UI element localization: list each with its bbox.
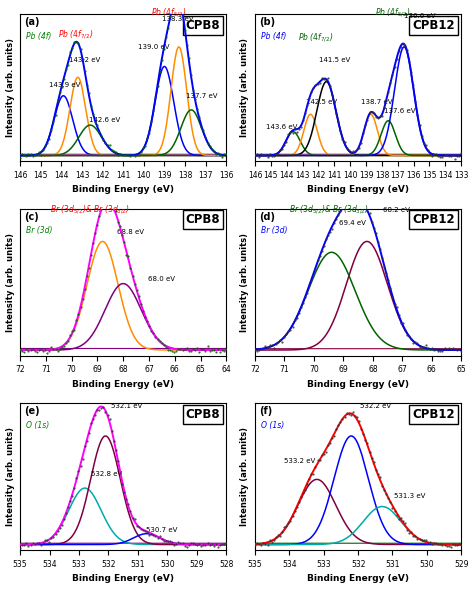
Text: (b): (b): [259, 17, 275, 27]
X-axis label: Binding Energy (eV): Binding Energy (eV): [307, 380, 409, 389]
Text: O (1s): O (1s): [26, 421, 50, 430]
Text: (e): (e): [24, 406, 40, 416]
Text: Pb ($4f_{5/2}$): Pb ($4f_{5/2}$): [151, 6, 186, 19]
Text: CPB8: CPB8: [185, 408, 220, 421]
Text: 68.0 eV: 68.0 eV: [148, 276, 175, 282]
Y-axis label: Intensity (arb. units): Intensity (arb. units): [6, 427, 15, 527]
Text: (a): (a): [24, 17, 40, 27]
Y-axis label: Intensity (arb. units): Intensity (arb. units): [240, 233, 249, 332]
X-axis label: Binding Energy (eV): Binding Energy (eV): [307, 186, 409, 194]
Text: 143.2 eV: 143.2 eV: [69, 57, 100, 63]
Text: 532.2 eV: 532.2 eV: [360, 403, 391, 409]
Text: 531.3 eV: 531.3 eV: [394, 493, 425, 499]
Text: 137.6 eV: 137.6 eV: [383, 108, 415, 114]
Text: CPB8: CPB8: [185, 19, 220, 32]
Text: Br (3d): Br (3d): [26, 227, 53, 236]
X-axis label: Binding Energy (eV): Binding Energy (eV): [72, 186, 174, 194]
Text: 136.6 eV: 136.6 eV: [404, 13, 436, 19]
Text: O (1s): O (1s): [261, 421, 284, 430]
Y-axis label: Intensity (arb. units): Intensity (arb. units): [240, 427, 249, 527]
Text: Br (3d): Br (3d): [261, 227, 288, 236]
Text: 138.7 eV: 138.7 eV: [361, 100, 393, 105]
Text: Pb ($4f_{7/2}$): Pb ($4f_{7/2}$): [58, 28, 93, 41]
Text: (d): (d): [259, 212, 275, 222]
Text: 138.3 eV: 138.3 eV: [162, 16, 193, 22]
Text: Br ($3d_{5/2}$)& Br ($3d_{3/2}$): Br ($3d_{5/2}$)& Br ($3d_{3/2}$): [289, 203, 369, 216]
Text: (f): (f): [259, 406, 273, 416]
Text: CPB12: CPB12: [412, 213, 455, 226]
Text: Pb ($4f_{7/2}$): Pb ($4f_{7/2}$): [298, 31, 333, 44]
Text: 68.8 eV: 68.8 eV: [118, 229, 145, 235]
Text: 532.8 eV: 532.8 eV: [91, 471, 123, 477]
Text: 141.5 eV: 141.5 eV: [319, 57, 350, 63]
Text: (c): (c): [24, 212, 39, 222]
Text: 142.6 eV: 142.6 eV: [89, 117, 120, 123]
Y-axis label: Intensity (arb. units): Intensity (arb. units): [6, 38, 15, 137]
Text: 142.5 eV: 142.5 eV: [306, 100, 337, 105]
Text: 143.6 eV: 143.6 eV: [266, 124, 298, 130]
Text: Pb (4f): Pb (4f): [261, 32, 287, 41]
Text: CPB12: CPB12: [412, 19, 455, 32]
Text: 533.2 eV: 533.2 eV: [284, 458, 315, 464]
X-axis label: Binding Energy (eV): Binding Energy (eV): [72, 380, 174, 389]
X-axis label: Binding Energy (eV): Binding Energy (eV): [72, 574, 174, 584]
Text: Br ($3d_{5/2}$)& Br ($3d_{3/2}$): Br ($3d_{5/2}$)& Br ($3d_{3/2}$): [50, 203, 129, 216]
Text: Pb ($4f_{5/2}$): Pb ($4f_{5/2}$): [375, 6, 410, 19]
Text: CPB8: CPB8: [185, 213, 220, 226]
Text: 69.4 eV: 69.4 eV: [339, 220, 365, 227]
Text: 143.9 eV: 143.9 eV: [49, 82, 81, 88]
Text: 137.7 eV: 137.7 eV: [186, 94, 217, 100]
Text: CPB12: CPB12: [412, 408, 455, 421]
Y-axis label: Intensity (arb. units): Intensity (arb. units): [6, 233, 15, 332]
Text: 530.7 eV: 530.7 eV: [146, 527, 177, 532]
X-axis label: Binding Energy (eV): Binding Energy (eV): [307, 574, 409, 584]
Text: 68.2 eV: 68.2 eV: [383, 207, 410, 213]
Text: 532.1 eV: 532.1 eV: [110, 403, 142, 409]
Y-axis label: Intensity (arb. units): Intensity (arb. units): [240, 38, 249, 137]
Text: 139.0 eV: 139.0 eV: [138, 44, 170, 49]
Text: Pb (4f): Pb (4f): [26, 32, 52, 41]
